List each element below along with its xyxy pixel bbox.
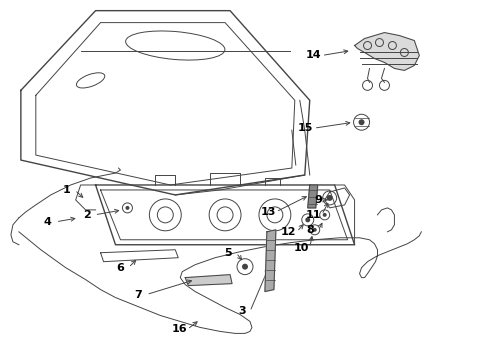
- Text: 5: 5: [224, 248, 232, 258]
- Circle shape: [125, 206, 129, 210]
- Text: 12: 12: [281, 227, 296, 237]
- Text: 4: 4: [44, 217, 52, 227]
- Text: 1: 1: [63, 185, 71, 195]
- Circle shape: [305, 217, 310, 222]
- Circle shape: [323, 213, 327, 217]
- Text: 8: 8: [307, 225, 315, 235]
- Text: 16: 16: [172, 324, 187, 334]
- Text: 2: 2: [83, 210, 91, 220]
- Text: 14: 14: [306, 50, 321, 60]
- Polygon shape: [185, 275, 232, 285]
- Circle shape: [242, 264, 248, 270]
- Polygon shape: [355, 32, 419, 71]
- Text: 9: 9: [315, 195, 322, 205]
- Text: 3: 3: [238, 306, 246, 316]
- Text: 7: 7: [135, 289, 142, 300]
- Circle shape: [313, 228, 317, 232]
- Text: 11: 11: [306, 210, 321, 220]
- Polygon shape: [265, 230, 276, 292]
- Text: 10: 10: [294, 243, 310, 253]
- Text: 13: 13: [260, 207, 275, 217]
- Text: 15: 15: [298, 123, 314, 133]
- Text: 6: 6: [117, 263, 124, 273]
- Polygon shape: [308, 185, 318, 208]
- Circle shape: [359, 119, 365, 125]
- Circle shape: [327, 195, 333, 201]
